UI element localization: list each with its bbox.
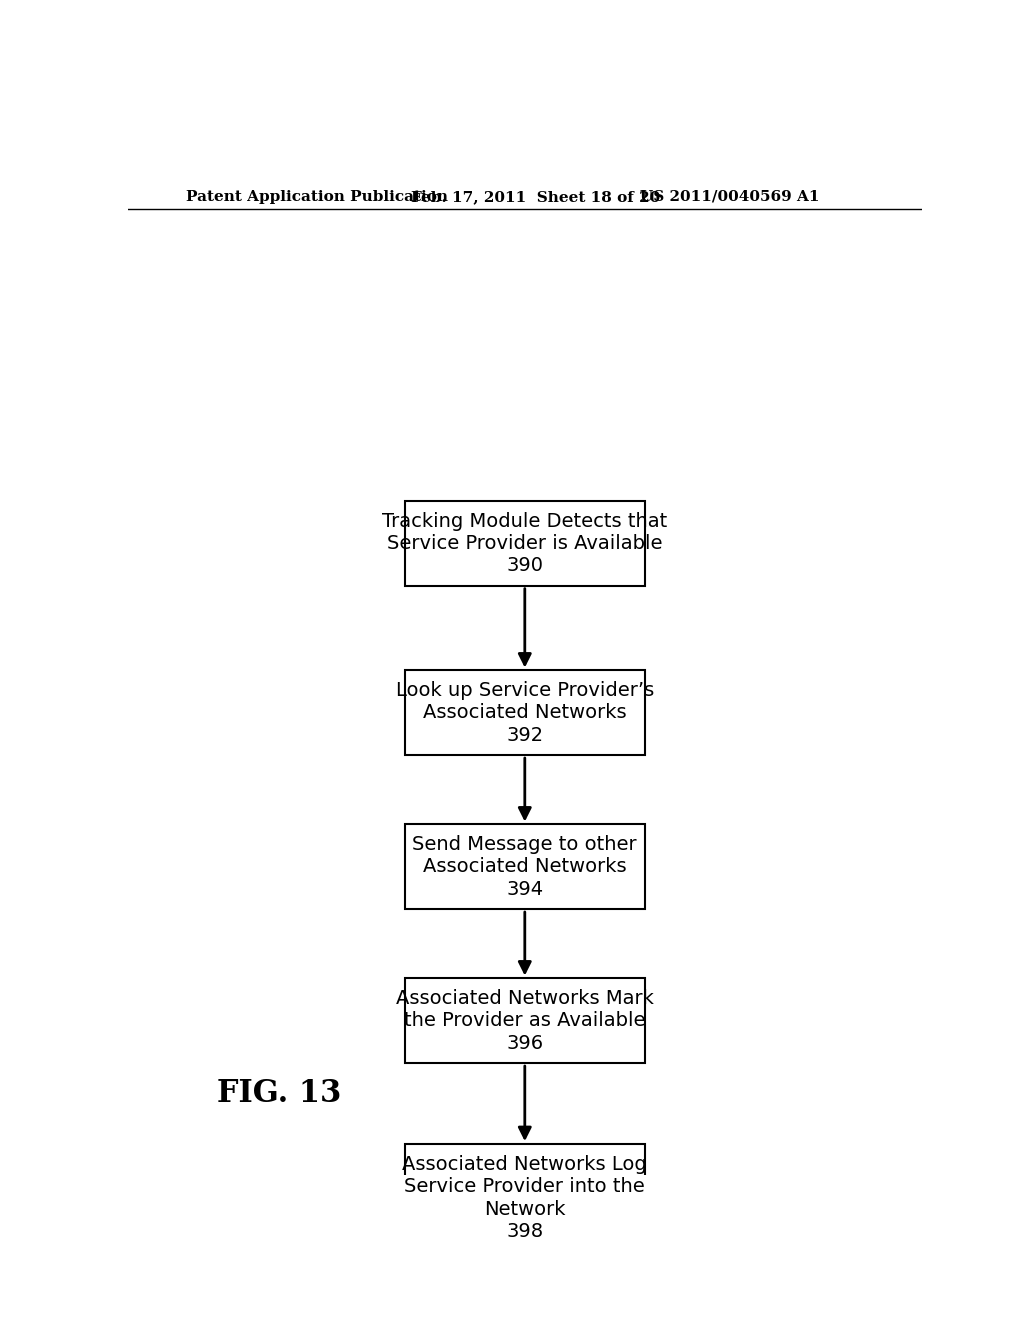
Text: 392: 392	[506, 726, 544, 744]
Text: Send Message to other: Send Message to other	[413, 836, 637, 854]
Bar	[404, 978, 645, 1063]
Text: Associated Networks: Associated Networks	[423, 704, 627, 722]
Text: 394: 394	[506, 879, 544, 899]
Text: US 2011/0040569 A1: US 2011/0040569 A1	[640, 190, 819, 203]
Text: Patent Application Publication: Patent Application Publication	[186, 190, 449, 203]
Text: Associated Networks Log: Associated Networks Log	[402, 1155, 647, 1173]
Text: the Provider as Available: the Provider as Available	[404, 1011, 645, 1031]
Text: Feb. 17, 2011  Sheet 18 of 20: Feb. 17, 2011 Sheet 18 of 20	[411, 190, 660, 203]
Bar	[404, 1144, 645, 1251]
Bar	[404, 502, 645, 586]
Text: Service Provider into the: Service Provider into the	[404, 1177, 645, 1196]
Text: Associated Networks: Associated Networks	[423, 857, 627, 876]
Bar	[404, 671, 645, 755]
Text: Tracking Module Detects that: Tracking Module Detects that	[382, 512, 668, 531]
Text: 398: 398	[506, 1222, 544, 1241]
Text: 396: 396	[506, 1034, 544, 1052]
Bar	[404, 825, 645, 909]
Text: 390: 390	[506, 556, 544, 576]
Text: Look up Service Provider’s: Look up Service Provider’s	[395, 681, 654, 700]
Text: Network: Network	[484, 1200, 565, 1218]
Text: Service Provider is Available: Service Provider is Available	[387, 533, 663, 553]
Text: FIG. 13: FIG. 13	[217, 1078, 341, 1109]
Text: Associated Networks Mark: Associated Networks Mark	[396, 989, 653, 1008]
